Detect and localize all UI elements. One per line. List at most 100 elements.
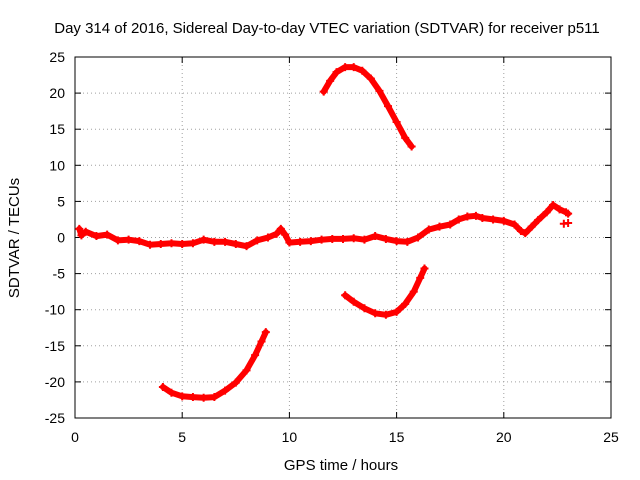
data-point — [446, 220, 455, 229]
data-point — [534, 216, 543, 225]
data-point — [360, 304, 369, 313]
data-point — [77, 231, 86, 240]
data-point — [403, 237, 412, 246]
y-tick-label: 0 — [57, 230, 65, 246]
data-point — [253, 236, 262, 245]
data-point — [92, 232, 101, 241]
data-point — [263, 233, 272, 242]
x-tick-label: 5 — [178, 429, 186, 445]
data-point — [349, 63, 358, 72]
data-point — [341, 63, 350, 72]
data-point — [188, 239, 197, 248]
data-point — [296, 237, 305, 246]
data-point — [231, 378, 240, 387]
data-point — [489, 215, 498, 224]
data-point — [435, 222, 444, 231]
series-line — [320, 64, 415, 150]
data-point — [251, 351, 260, 360]
x-tick-label: 15 — [389, 429, 405, 445]
data-point — [210, 393, 219, 402]
data-point — [409, 287, 418, 296]
data-point — [360, 235, 369, 244]
y-axis: -25 -20 -15 -10 -5 0 5 10 15 20 25 — [45, 49, 611, 426]
x-axis-label: GPS time / hours — [284, 457, 398, 474]
data-point — [328, 234, 337, 243]
data-point — [276, 224, 285, 233]
data-point — [242, 366, 251, 375]
data-point — [463, 212, 472, 221]
data-point — [371, 232, 380, 241]
data-point — [424, 225, 433, 234]
data-point — [499, 216, 508, 225]
data-point — [401, 299, 410, 308]
data-point — [339, 234, 347, 243]
data-point — [366, 74, 375, 83]
data-point — [221, 237, 230, 246]
data-point — [261, 328, 270, 337]
data-point — [521, 229, 530, 238]
data-point — [285, 238, 294, 247]
data-point — [178, 239, 187, 248]
data-point — [358, 66, 367, 75]
data-point — [272, 229, 281, 238]
data-point — [414, 233, 423, 242]
data-point — [381, 310, 390, 319]
data-point — [81, 227, 90, 236]
data-point — [564, 209, 573, 218]
data-point — [178, 392, 187, 401]
data-point — [516, 227, 525, 236]
data-point — [384, 102, 393, 111]
y-tick-label: 15 — [49, 121, 65, 137]
y-tick-label: -5 — [53, 266, 66, 282]
data-point — [454, 215, 463, 224]
y-tick-label: 20 — [49, 85, 65, 101]
series-line — [342, 265, 428, 318]
x-tick-label: 0 — [71, 429, 79, 445]
data-point — [156, 239, 165, 248]
data-point — [281, 230, 290, 239]
data-point — [416, 273, 425, 282]
data-point — [221, 386, 230, 395]
data-point — [392, 237, 401, 246]
data-point — [135, 237, 144, 246]
data-point — [471, 211, 480, 220]
data-point — [375, 86, 384, 95]
data-point — [555, 205, 564, 214]
chart-title: Day 314 of 2016, Sidereal Day-to-day VTE… — [54, 20, 600, 37]
data-point — [199, 235, 208, 244]
y-tick-label: -20 — [45, 374, 65, 390]
data-point — [392, 307, 401, 316]
data-point — [124, 235, 133, 244]
data-point — [242, 242, 251, 251]
data-point — [527, 222, 536, 231]
data-points — [75, 63, 573, 402]
data-point — [420, 264, 429, 273]
y-tick-label: -25 — [45, 410, 65, 426]
data-point — [103, 230, 112, 239]
data-point — [478, 214, 487, 223]
data-point — [210, 237, 219, 246]
data-point — [188, 393, 197, 402]
data-point — [341, 291, 350, 300]
x-tick-label: 10 — [282, 429, 298, 445]
data-point — [564, 219, 573, 228]
x-axis: 0 5 10 15 20 25 — [71, 57, 619, 445]
data-point — [146, 240, 155, 249]
data-point — [401, 133, 410, 142]
data-point — [167, 239, 176, 248]
y-tick-label: 5 — [57, 193, 65, 209]
y-tick-label: 25 — [49, 49, 65, 65]
data-point — [549, 201, 558, 210]
data-point — [392, 117, 401, 126]
data-point — [167, 388, 176, 397]
data-point — [317, 235, 326, 244]
data-point — [231, 239, 240, 248]
data-point — [381, 234, 390, 243]
data-point — [542, 208, 551, 217]
data-point — [199, 393, 208, 402]
y-axis-label: SDTVAR / TECUs — [6, 178, 23, 298]
x-tick-label: 25 — [603, 429, 619, 445]
y-tick-label: -10 — [45, 302, 65, 318]
series-line — [159, 329, 269, 401]
